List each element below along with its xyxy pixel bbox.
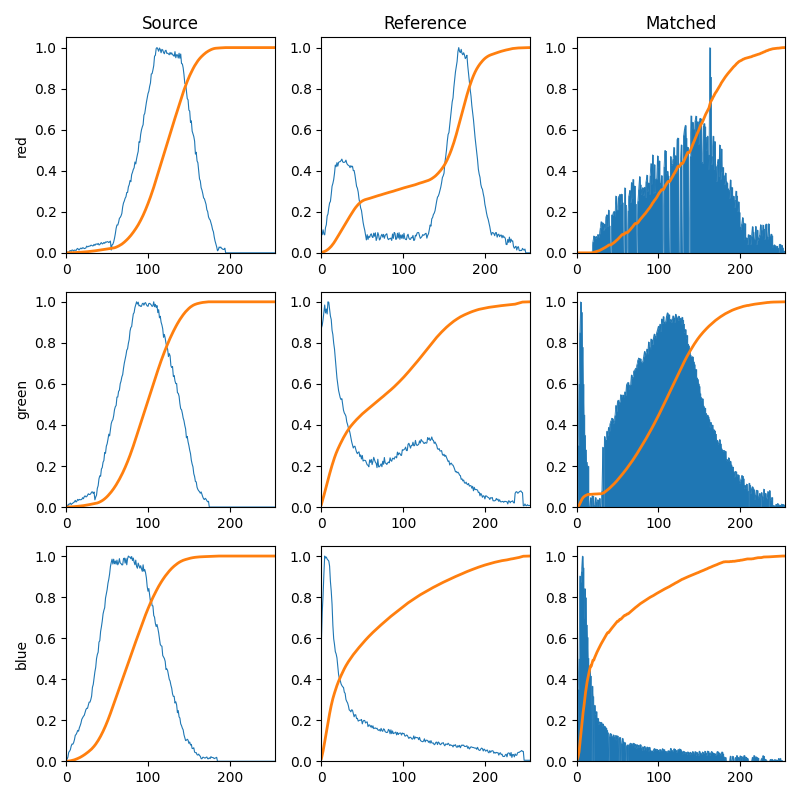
Title: Matched: Matched [645, 15, 717, 33]
Title: Source: Source [142, 15, 199, 33]
Y-axis label: green: green [15, 379, 29, 419]
Y-axis label: blue: blue [15, 638, 29, 669]
Title: Reference: Reference [384, 15, 467, 33]
Y-axis label: red: red [15, 134, 29, 157]
